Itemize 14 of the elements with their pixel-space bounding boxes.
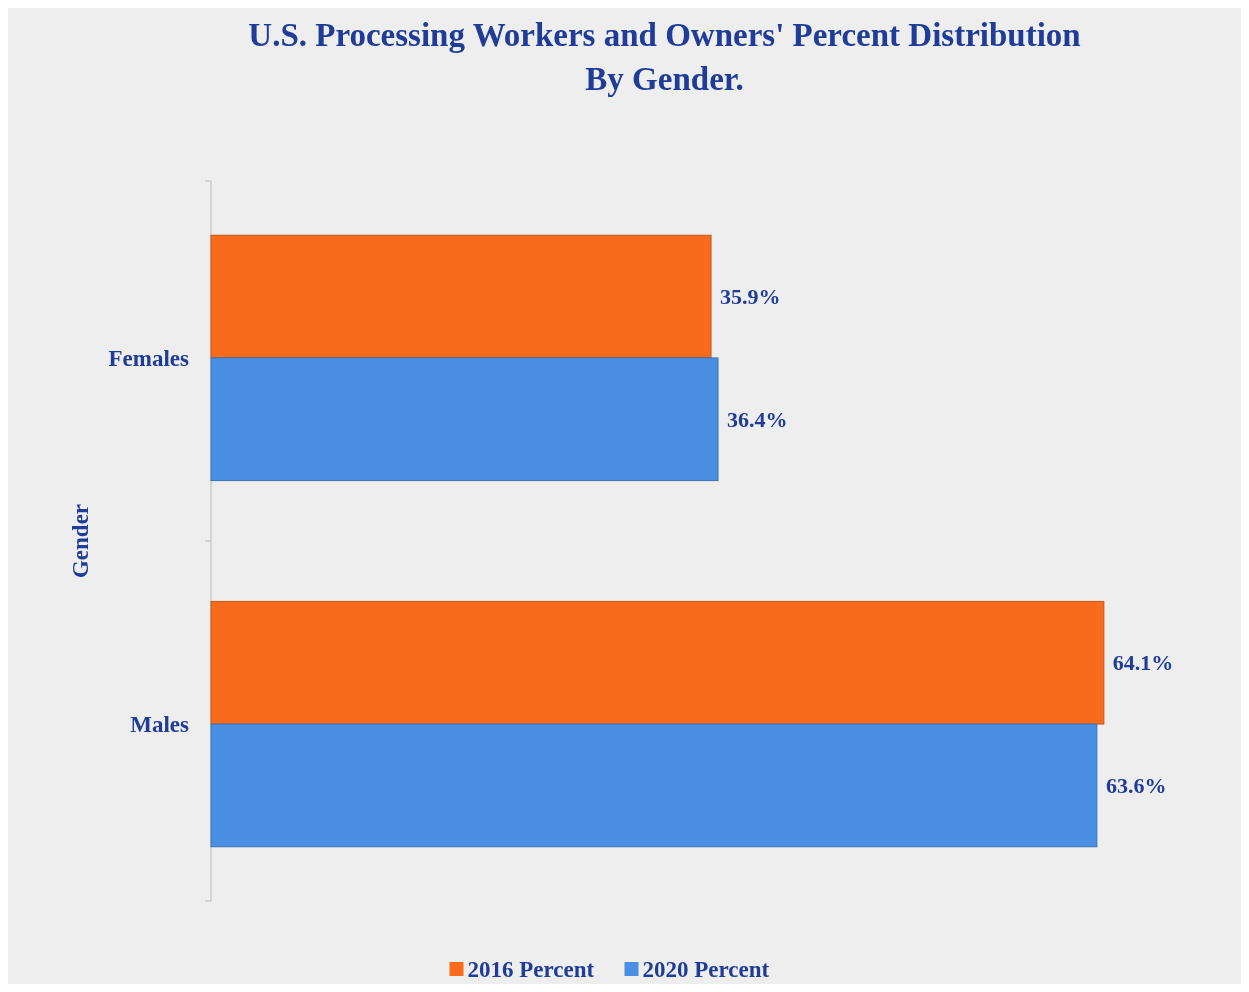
y-tick-label: Males xyxy=(130,712,190,738)
data-label: 63.6% xyxy=(1105,773,1167,799)
bar xyxy=(210,234,712,359)
data-label: 64.1% xyxy=(1112,650,1174,676)
y-axis-title: Gender xyxy=(68,503,93,579)
bar xyxy=(210,600,1105,725)
y-tick-label: Females xyxy=(108,345,190,371)
bar xyxy=(210,723,1098,848)
bar xyxy=(210,357,719,482)
legend-label: 2020 Percent xyxy=(642,957,770,983)
data-label: 35.9% xyxy=(720,284,781,310)
data-label: 36.4% xyxy=(727,406,788,432)
chart-title: U.S. Processing Workers and Owners' Percent Distribution By Gender. xyxy=(248,17,1081,97)
legend-label: 2016 Percent xyxy=(467,957,595,983)
